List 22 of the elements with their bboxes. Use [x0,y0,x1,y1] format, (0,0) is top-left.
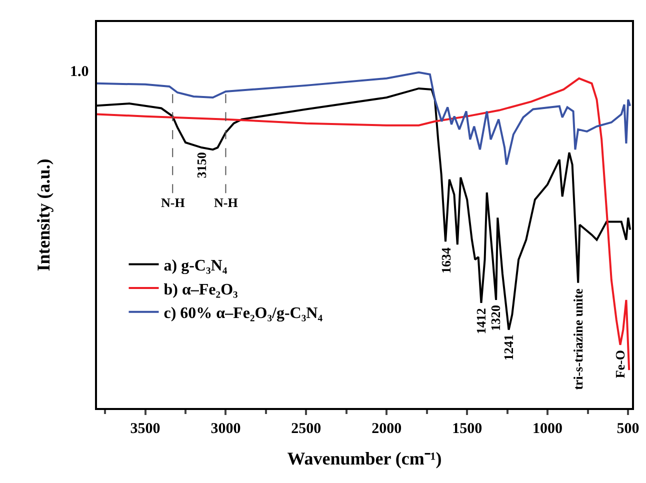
x-tick-label: 1500 [452,421,482,437]
x-tick-label: 3000 [210,421,241,437]
ref-line-label: N-H [161,195,185,210]
x-tick-label: 2500 [291,421,322,437]
annotation: 1634 [438,247,454,274]
annotation: Fe-O [612,350,628,378]
x-tick-label: 2000 [372,421,402,437]
y-axis-title: Intensity (a.u.) [34,158,54,272]
annotation: tri-s-triazine unite [570,288,586,390]
ref-line-label: N-H [214,195,238,210]
x-tick-label: 500 [616,421,640,437]
annotation: 1412 [473,308,488,334]
legend-label: b) α–Fe₂O₃ [164,281,238,298]
x-tick-label: 3500 [130,421,160,437]
x-axis-title: Wavenumber (cm⁻¹) [287,448,442,469]
text: 1.0 [70,64,89,80]
legend-label: c) 60% α–Fe₂O₃/g-C₃N₄ [164,305,323,322]
annotation: 1320 [488,304,504,331]
x-tick-label: 1000 [532,421,563,437]
annotation: 3150 [194,152,210,178]
legend-label: a) g-C₃N₄ [164,257,228,274]
annotation: 1241 [500,334,516,361]
